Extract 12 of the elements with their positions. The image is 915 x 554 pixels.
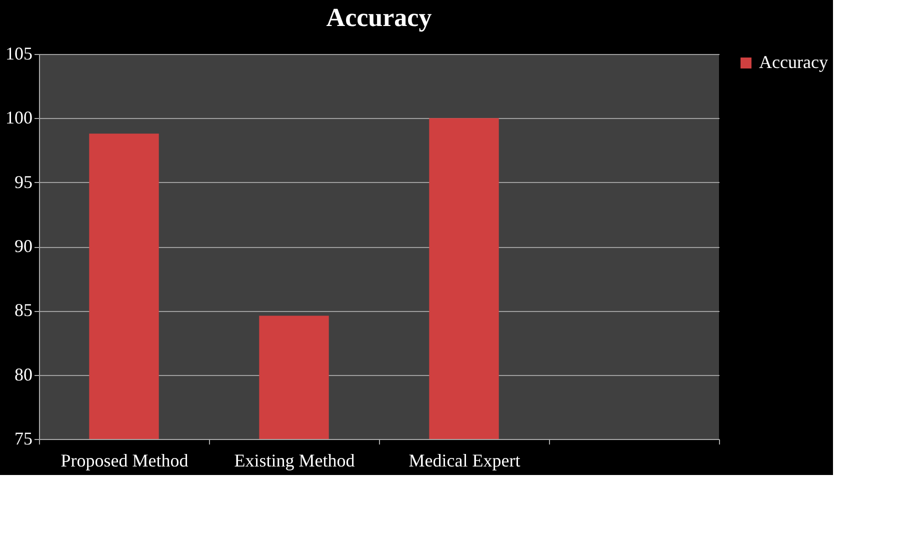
y-tick-label: 80	[14, 364, 32, 384]
y-tick-label: 75	[14, 428, 32, 448]
y-tick-label: 85	[14, 300, 32, 320]
y-tick-label: 105	[6, 44, 32, 64]
legend-label: Accuracy	[759, 52, 828, 72]
y-tick-label: 90	[14, 236, 32, 256]
x-tick-label: Medical Expert	[408, 450, 520, 470]
y-tick-label: 100	[6, 108, 32, 128]
x-tick-label: Proposed Method	[60, 450, 188, 470]
chart-title: Accuracy	[326, 3, 432, 32]
y-tick-label: 95	[14, 172, 32, 192]
x-tick-label: Existing Method	[234, 450, 355, 470]
